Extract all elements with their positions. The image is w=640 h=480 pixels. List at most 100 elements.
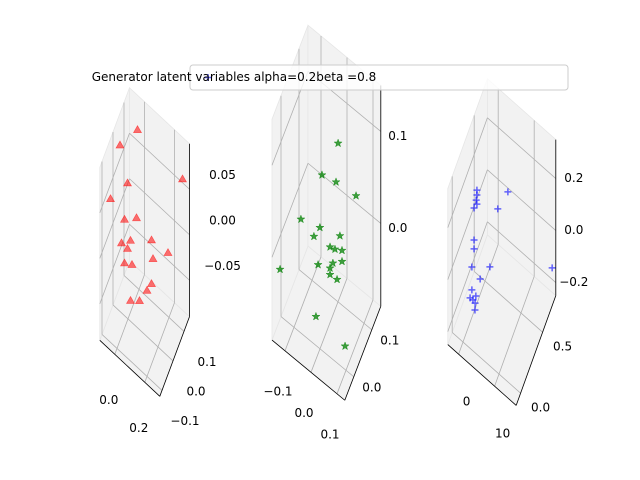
x-axis-line bbox=[271, 339, 346, 401]
plus-marker bbox=[494, 205, 502, 213]
grid-line bbox=[473, 271, 543, 333]
plus-marker bbox=[468, 286, 476, 294]
y-axis-line bbox=[515, 295, 557, 406]
star-marker bbox=[309, 231, 319, 241]
star-marker bbox=[331, 177, 341, 187]
star-marker bbox=[333, 138, 343, 148]
plus-marker bbox=[468, 263, 476, 271]
grid-line bbox=[112, 304, 174, 362]
y-axis-line bbox=[159, 316, 190, 397]
x-tick-label: 0.0 bbox=[294, 406, 313, 420]
grid-line bbox=[99, 133, 130, 214]
triangle-marker bbox=[127, 259, 137, 268]
star-marker bbox=[325, 242, 335, 252]
axes-3d: 0.0 0.2 −0.1 0.0 0.1 −0.05 0.00 0.05 bbox=[99, 86, 241, 435]
y-tick-label: 0.0 bbox=[186, 384, 205, 398]
z-tick-label: 0.00 bbox=[209, 213, 236, 227]
grid-line bbox=[458, 244, 499, 355]
triangle-marker bbox=[119, 214, 130, 223]
plus-marker bbox=[470, 204, 478, 212]
z-tick-label: 0.1 bbox=[388, 129, 407, 143]
grid-line bbox=[284, 256, 322, 351]
plus-marker bbox=[476, 275, 484, 283]
star-marker bbox=[296, 214, 306, 224]
z-tick-label: −0.05 bbox=[204, 259, 241, 273]
plus-marker bbox=[472, 292, 480, 300]
z-tick-label: 0.2 bbox=[564, 171, 583, 185]
y-tick-label: 0.5 bbox=[553, 340, 572, 354]
legend-frame bbox=[189, 64, 569, 91]
star-marker bbox=[325, 269, 335, 279]
grid-line bbox=[298, 269, 373, 331]
grid-line bbox=[99, 224, 130, 305]
plus-marker bbox=[470, 245, 478, 253]
x-tick-label: −0.1 bbox=[263, 384, 292, 398]
triangle-marker bbox=[146, 235, 157, 244]
star-marker bbox=[337, 256, 347, 266]
plus-marker bbox=[504, 188, 512, 196]
x-tick-label: 0.0 bbox=[99, 393, 118, 407]
grid-line bbox=[114, 274, 145, 355]
plus-marker bbox=[473, 200, 481, 208]
triangle-marker bbox=[115, 140, 125, 149]
grid-line bbox=[451, 332, 521, 394]
star-marker bbox=[275, 264, 285, 274]
triangle-marker bbox=[134, 296, 145, 304]
grid-line bbox=[99, 178, 130, 259]
plus-marker bbox=[470, 236, 478, 244]
axes-3d: −0.10.00.10.00.10.00.1 bbox=[263, 24, 407, 441]
plus-marker bbox=[471, 306, 479, 314]
plus-marker bbox=[486, 263, 494, 271]
triangle-marker bbox=[142, 285, 152, 294]
grid-line bbox=[129, 178, 190, 236]
triangle-marker bbox=[132, 125, 143, 133]
y-tick-label: 0.0 bbox=[362, 380, 381, 394]
plus-marker bbox=[466, 294, 474, 302]
grid-line bbox=[336, 299, 374, 394]
grid-line bbox=[487, 117, 557, 179]
grid-line bbox=[123, 275, 185, 332]
grid-line bbox=[494, 276, 535, 387]
triangle-marker bbox=[119, 258, 130, 267]
z-tick-label: −0.2 bbox=[559, 275, 588, 289]
y-tick-label: 0.0 bbox=[531, 401, 550, 415]
grid-line bbox=[310, 278, 348, 373]
grid-line bbox=[447, 221, 488, 332]
x-axis-line bbox=[99, 340, 161, 397]
x-tick-label: 0 bbox=[463, 395, 471, 409]
star-marker bbox=[328, 258, 338, 268]
x-tick-label: 0.1 bbox=[320, 427, 339, 441]
star-marker bbox=[313, 259, 323, 269]
star-marker bbox=[315, 222, 325, 232]
star-marker bbox=[317, 170, 327, 180]
legend-label: Generator latent variables alpha=0.2beta… bbox=[92, 70, 377, 84]
triangle-marker bbox=[146, 279, 157, 287]
legend-marker bbox=[204, 74, 212, 81]
triangle-marker bbox=[148, 254, 158, 262]
y-tick-label: 0.1 bbox=[197, 355, 216, 369]
star-marker bbox=[337, 245, 347, 255]
grid-line bbox=[487, 221, 557, 283]
x-axis-line bbox=[447, 344, 517, 406]
grid-line bbox=[487, 169, 557, 231]
grid-line bbox=[144, 302, 175, 383]
x-tick-label: 10 bbox=[495, 427, 510, 441]
x-tick-label: 0.2 bbox=[129, 421, 148, 435]
star-marker bbox=[335, 230, 345, 240]
triangle-marker bbox=[163, 248, 173, 256]
y-tick-label: 0.1 bbox=[380, 333, 399, 347]
triangle-marker bbox=[125, 295, 136, 304]
grid-line bbox=[129, 223, 190, 281]
triangle-marker bbox=[105, 194, 116, 202]
legend: Generator latent variables alpha=0.2beta… bbox=[92, 64, 569, 91]
grid-line bbox=[447, 169, 488, 280]
y-tick-label: −0.1 bbox=[170, 414, 199, 428]
star-marker bbox=[332, 274, 342, 284]
axes-3d: 0 10 0.0 0.5 −0.2 0.0 0.2 bbox=[447, 77, 588, 441]
grid-line bbox=[307, 162, 382, 224]
star-marker bbox=[330, 244, 340, 254]
grid-line bbox=[101, 334, 163, 391]
grid-line bbox=[447, 117, 488, 228]
triangle-marker bbox=[116, 238, 127, 247]
